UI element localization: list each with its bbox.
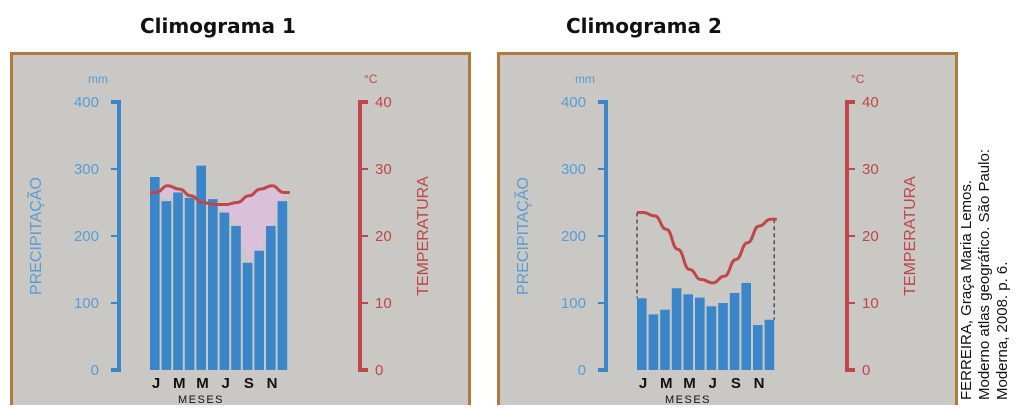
x-tick-label: M: [173, 375, 186, 392]
x-tick-label: J: [152, 375, 160, 392]
y2-axis-title: TEMPERATURA: [415, 176, 432, 296]
climograma-chart-1: mm 0 100 200 300 400 PRECIPITAÇÃO °C 0 10 20 30 40 TE…: [25, 72, 432, 406]
y-tick-label: 300: [561, 161, 586, 178]
precipitation-bar: [208, 199, 218, 370]
temperature-line: [637, 211, 777, 285]
temperature-line: [150, 184, 290, 207]
precipitation-bar: [660, 309, 670, 370]
precipitation-bar: [764, 319, 775, 370]
y2-unit-label: °C: [851, 72, 865, 86]
precipitation-bar: [729, 292, 740, 370]
precipitation-bar: [184, 197, 195, 370]
precipitation-bar: [266, 225, 276, 370]
y2-tick-label: 40: [375, 94, 392, 111]
y2-tick-label: 20: [375, 228, 392, 245]
precipitation-bar: [741, 282, 751, 370]
x-tick-label: N: [267, 375, 278, 392]
x-tick-label: J: [709, 375, 717, 392]
source-line-3: Moderna, 2008. p. 6.: [994, 261, 1011, 400]
precipitation-bar: [231, 225, 241, 370]
y2-tick-label: 30: [862, 161, 879, 178]
precipitation-bar: [173, 192, 183, 370]
chart-title-2: Climograma 2: [566, 14, 722, 38]
y2-tick-label: 40: [862, 94, 879, 111]
y-axis-title: PRECIPITAÇÃO: [512, 177, 532, 295]
precipitation-bar: [161, 201, 172, 370]
y-unit-label: mm: [88, 72, 108, 86]
precipitation-bar: [196, 165, 206, 370]
climograma-panel-1: mm 0 100 200 300 400 PRECIPITAÇÃO °C 0 10 20 30 40 TE…: [10, 52, 471, 406]
y-axis-title: PRECIPITAÇÃO: [25, 177, 45, 295]
source-line-1: FERREIRA, Graça Maria Lemos.: [958, 179, 975, 400]
y2-unit-label: °C: [364, 72, 378, 86]
y2-axis-title: TEMPERATURA: [902, 176, 919, 296]
precipitation-bar: [683, 294, 693, 370]
y-tick-label: 0: [91, 362, 99, 379]
precipitation-bar: [254, 250, 264, 370]
precipitation-bar: [695, 297, 705, 370]
x-tick-label: M: [196, 375, 209, 392]
x-tick-label: J: [639, 375, 647, 392]
dry-season-area: [156, 185, 284, 263]
climograma-panel-2: mm 0 100 200 300 400 PRECIPITAÇÃO °C 0 10 20 30 40 TE…: [497, 52, 958, 406]
y-tick-label: 200: [561, 228, 586, 245]
y2-tick-label: 20: [862, 228, 879, 245]
x-tick-label: M: [660, 375, 673, 392]
precipitation-bar: [277, 201, 288, 370]
precipitation-bar: [219, 212, 230, 370]
x-tick-label: S: [244, 375, 254, 392]
y-unit-label: mm: [575, 72, 595, 86]
y2-tick-label: 30: [375, 161, 392, 178]
x-tick-label: J: [222, 375, 230, 392]
y-tick-label: 300: [74, 161, 99, 178]
y2-tick-label: 0: [862, 362, 870, 379]
y2-tick-label: 10: [375, 295, 392, 312]
x-tick-label: N: [754, 375, 765, 392]
climograma-chart-2: mm 0 100 200 300 400 PRECIPITAÇÃO °C 0 10 20 30 40 TE…: [512, 72, 919, 406]
precipitation-bar: [718, 303, 728, 370]
precipitation-bar: [648, 314, 659, 370]
precipitation-bar: [242, 262, 253, 370]
y-tick-label: 100: [74, 295, 99, 312]
y-tick-label: 400: [74, 94, 99, 111]
y2-tick-label: 10: [862, 295, 879, 312]
x-axis-title: MESES: [178, 394, 224, 406]
precipitation-bar: [753, 325, 763, 370]
precipitation-bar: [150, 177, 160, 370]
precipitation-bar: [637, 298, 647, 370]
x-tick-label: S: [731, 375, 741, 392]
source-citation: FERREIRA, Graça Maria Lemos. Moderno atl…: [958, 60, 1012, 400]
y-tick-label: 100: [561, 295, 586, 312]
chart-title-1: Climograma 1: [140, 14, 296, 38]
y2-tick-label: 0: [375, 362, 383, 379]
x-axis-title: MESES: [665, 394, 711, 406]
y-tick-label: 200: [74, 228, 99, 245]
y-tick-label: 400: [561, 94, 586, 111]
x-tick-label: M: [683, 375, 696, 392]
y-tick-label: 0: [578, 362, 586, 379]
precipitation-bar: [706, 306, 717, 370]
precipitation-bar: [671, 288, 682, 370]
source-line-2: Moderno atlas geográfico. São Paulo:: [976, 149, 993, 400]
